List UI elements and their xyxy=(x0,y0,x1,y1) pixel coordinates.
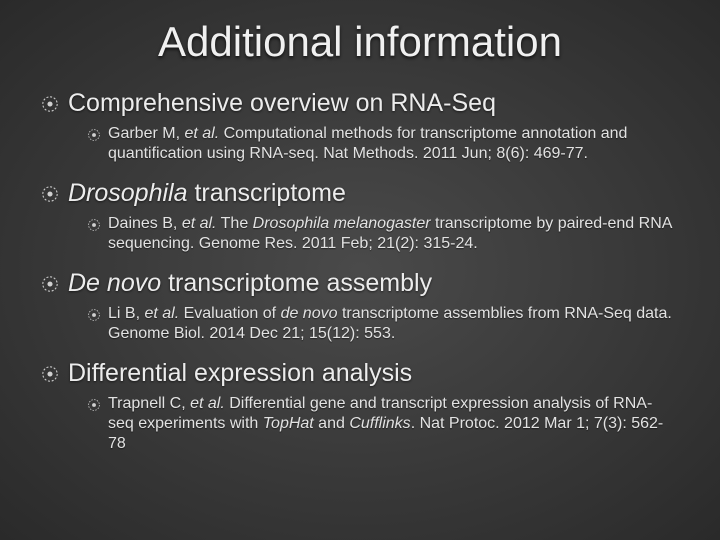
bullet-icon xyxy=(88,128,100,140)
section: Differential expression analysis Trapnel… xyxy=(42,358,678,454)
bullet-icon xyxy=(42,186,58,202)
section: De novo transcriptome assembly Li B, et … xyxy=(42,268,678,344)
section-heading-row: De novo transcriptome assembly xyxy=(42,268,678,298)
reference-row: Trapnell C, et al. Differential gene and… xyxy=(88,394,678,454)
section-heading: Comprehensive overview on RNA-Seq xyxy=(68,88,496,118)
section-heading: Differential expression analysis xyxy=(68,358,412,388)
bullet-icon xyxy=(88,398,100,410)
section: Comprehensive overview on RNA-Seq Garber… xyxy=(42,88,678,164)
reference-text: Garber M, et al. Computational methods f… xyxy=(108,124,678,164)
reference-text: Trapnell C, et al. Differential gene and… xyxy=(108,394,678,454)
content-area: Comprehensive overview on RNA-Seq Garber… xyxy=(42,88,678,454)
slide-title: Additional information xyxy=(42,18,678,66)
bullet-icon xyxy=(42,276,58,292)
section-heading: Drosophila transcriptome xyxy=(68,178,346,208)
bullet-icon xyxy=(42,366,58,382)
reference-row: Daines B, et al. The Drosophila melanoga… xyxy=(88,214,678,254)
reference-row: Garber M, et al. Computational methods f… xyxy=(88,124,678,164)
section-heading: De novo transcriptome assembly xyxy=(68,268,432,298)
bullet-icon xyxy=(88,218,100,230)
section-heading-row: Differential expression analysis xyxy=(42,358,678,388)
section-heading-row: Comprehensive overview on RNA-Seq xyxy=(42,88,678,118)
reference-text: Li B, et al. Evaluation of de novo trans… xyxy=(108,304,678,344)
reference-row: Li B, et al. Evaluation of de novo trans… xyxy=(88,304,678,344)
section-heading-row: Drosophila transcriptome xyxy=(42,178,678,208)
bullet-icon xyxy=(88,308,100,320)
section: Drosophila transcriptome Daines B, et al… xyxy=(42,178,678,254)
bullet-icon xyxy=(42,96,58,112)
reference-text: Daines B, et al. The Drosophila melanoga… xyxy=(108,214,678,254)
